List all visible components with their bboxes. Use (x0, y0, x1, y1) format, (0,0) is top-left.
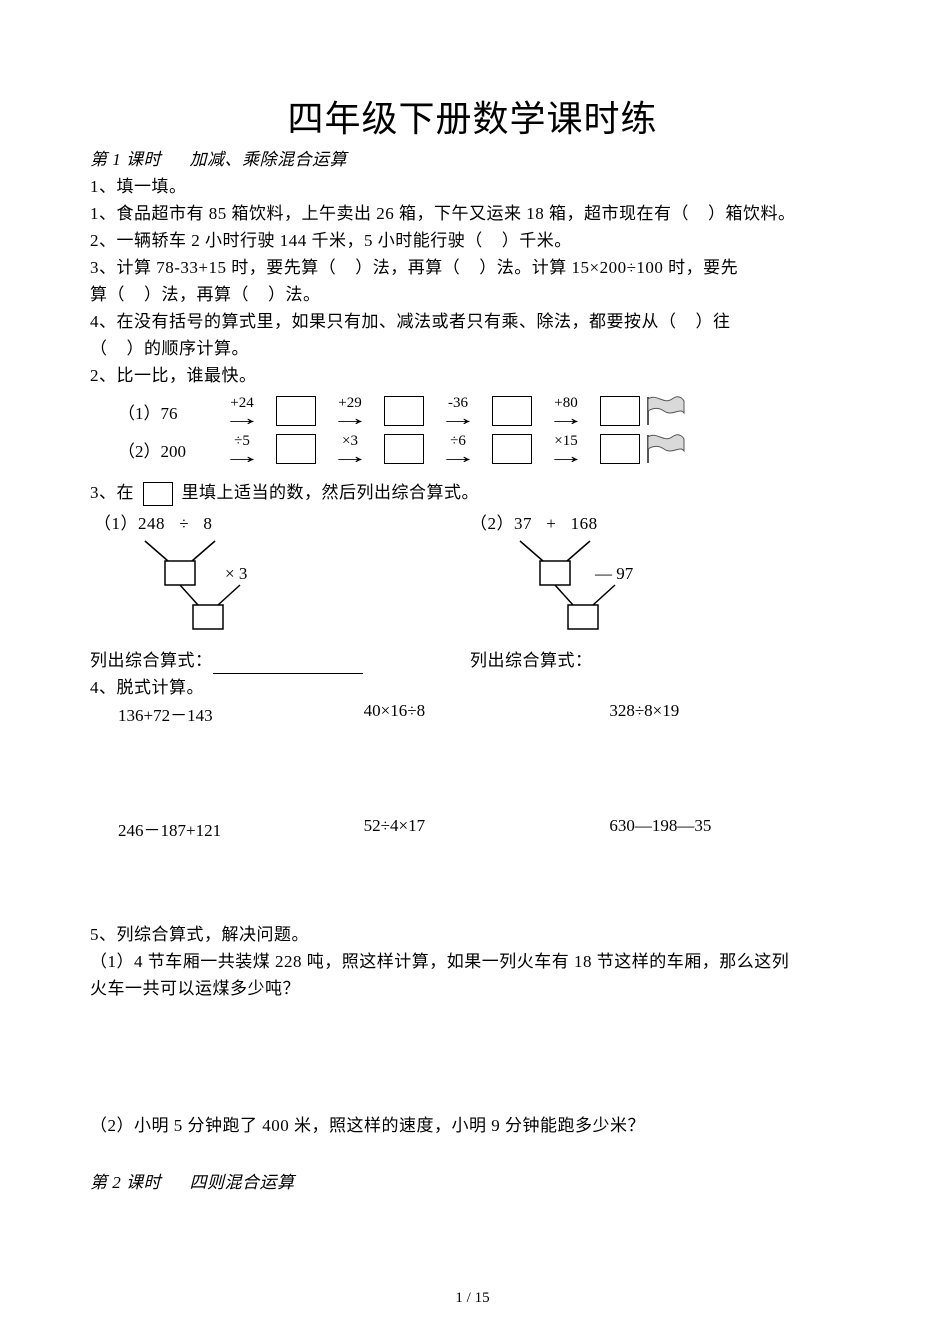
answer-box[interactable] (276, 434, 316, 464)
q3-right-expr: （2）37 + 168 (470, 510, 690, 537)
answer-box[interactable] (384, 434, 424, 464)
q2-heading: 2、比一比，谁最快。 (90, 362, 855, 389)
q5-p1a: （1）4 节车厢一共装煤 228 吨，照这样计算，如果一列火车有 18 节这样的… (90, 948, 855, 975)
page-number: 1 / 15 (0, 1290, 945, 1307)
q3-answer-row: 列出综合算式： 列出综合算式： (90, 647, 855, 674)
answer-box[interactable] (193, 605, 223, 629)
answer-box[interactable] (384, 396, 424, 426)
arrow-step: +80 → (536, 396, 596, 426)
answer-box[interactable] (492, 396, 532, 426)
arrow-step: +24 → (212, 396, 272, 426)
q2-row1-start: （1）76 (118, 399, 208, 424)
work-space (90, 841, 855, 921)
answer-box[interactable] (600, 434, 640, 464)
right-arrow-icon: → (546, 410, 586, 426)
q4-heading: 4、脱式计算。 (90, 674, 855, 701)
answer-box[interactable] (276, 396, 316, 426)
answer-box[interactable] (568, 605, 598, 629)
arrow-step: -36 → (428, 396, 488, 426)
right-arrow-icon: → (438, 448, 478, 464)
q3-left-expr: （1）248 ÷ 8 (94, 510, 460, 537)
calc-expr: 246－187+121 (118, 816, 364, 841)
answer-line[interactable] (213, 655, 363, 674)
spacer (90, 1139, 855, 1169)
q1-item3a: 3、计算 78-33+15 时，要先算（ ）法，再算（ ）法。计算 15×200… (90, 254, 855, 281)
q4-row2: 246－187+121 52÷4×17 630—198—35 (118, 816, 855, 841)
q2-row2-start: （2）200 (118, 437, 208, 462)
q5-p1b: 火车一共可以运煤多少吨？ (90, 975, 855, 1002)
q2-row2: （2）200 ÷5 → ×3 → ÷6 → ×15 → (118, 433, 855, 465)
q1-heading: 1、填一填。 (90, 173, 855, 200)
lesson-1-header: 第 1 课时 加减、乘除混合运算 (90, 146, 855, 173)
calc-expr: 630—198—35 (609, 816, 855, 841)
answer-label: 列出综合算式： (90, 651, 213, 670)
inline-box-icon (143, 482, 173, 506)
arrow-step: ×15 → (536, 434, 596, 464)
right-arrow-icon: → (438, 410, 478, 426)
q4-row1: 136+72－143 40×16÷8 328÷8×19 (118, 701, 855, 726)
q1-item4a: 4、在没有括号的算式里，如果只有加、减法或者只有乘、除法，都要按从（ ）往 (90, 308, 855, 335)
q1-item4b: （ ）的顺序计算。 (90, 335, 855, 362)
q2-row1: （1）76 +24 → +29 → -36 → +80 → (118, 395, 855, 427)
calc-expr: 40×16÷8 (364, 701, 610, 726)
q1-item3b: 算（ ）法，再算（ ）法。 (90, 281, 855, 308)
right-arrow-icon: → (222, 410, 262, 426)
q1-item1: 1、食品超市有 85 箱饮料，上午卖出 26 箱，下午又运来 18 箱，超市现在… (90, 200, 855, 227)
calc-expr: 136+72－143 (118, 701, 364, 726)
op-label: × 3 (225, 564, 247, 583)
q3-heading: 3、在 里填上适当的数，然后列出综合算式。 (90, 479, 855, 506)
worksheet-page: 四年级下册数学课时练 第 1 课时 加减、乘除混合运算 1、填一填。 1、食品超… (0, 0, 945, 1337)
arrow-step: ÷6 → (428, 434, 488, 464)
finish-flag-icon (644, 395, 686, 427)
right-arrow-icon: → (330, 410, 370, 426)
q3-problem-2: （2）37 + 168 — 97 (470, 510, 690, 647)
q3-heading-a: 3、在 (90, 483, 134, 502)
work-space (90, 726, 855, 816)
answer-box[interactable] (600, 396, 640, 426)
tree-diagram: × 3 (90, 537, 310, 642)
q1-item2: 2、一辆轿车 2 小时行驶 144 千米，5 小时能行驶（ ）千米。 (90, 227, 855, 254)
answer-box[interactable] (492, 434, 532, 464)
q3-problem-1: （1）248 ÷ 8 × 3 (90, 510, 460, 647)
page-title: 四年级下册数学课时练 (90, 90, 855, 142)
answer-box[interactable] (540, 561, 570, 585)
calc-expr: 328÷8×19 (609, 701, 855, 726)
q5-heading: 5、列综合算式，解决问题。 (90, 921, 855, 948)
finish-flag-icon (644, 433, 686, 465)
arrow-step: +29 → (320, 396, 380, 426)
q3-heading-b: 里填上适当的数，然后列出综合算式。 (182, 483, 480, 502)
q3-problems: （1）248 ÷ 8 × 3 （2）37 + 168 — 97 (90, 510, 855, 647)
calc-expr: 52÷4×17 (364, 816, 610, 841)
arrow-step: ×3 → (320, 434, 380, 464)
lesson-2-header: 第 2 课时 四则混合运算 (90, 1169, 855, 1196)
right-arrow-icon: → (330, 448, 370, 464)
arrow-step: ÷5 → (212, 434, 272, 464)
right-arrow-icon: → (546, 448, 586, 464)
op-label: — 97 (594, 564, 634, 583)
tree-diagram: — 97 (470, 537, 690, 642)
right-arrow-icon: → (222, 448, 262, 464)
answer-box[interactable] (165, 561, 195, 585)
work-space (90, 1002, 855, 1112)
q5-p2: （2）小明 5 分钟跑了 400 米，照这样的速度，小明 9 分钟能跑多少米？ (90, 1112, 855, 1139)
answer-label: 列出综合算式： (470, 651, 593, 670)
